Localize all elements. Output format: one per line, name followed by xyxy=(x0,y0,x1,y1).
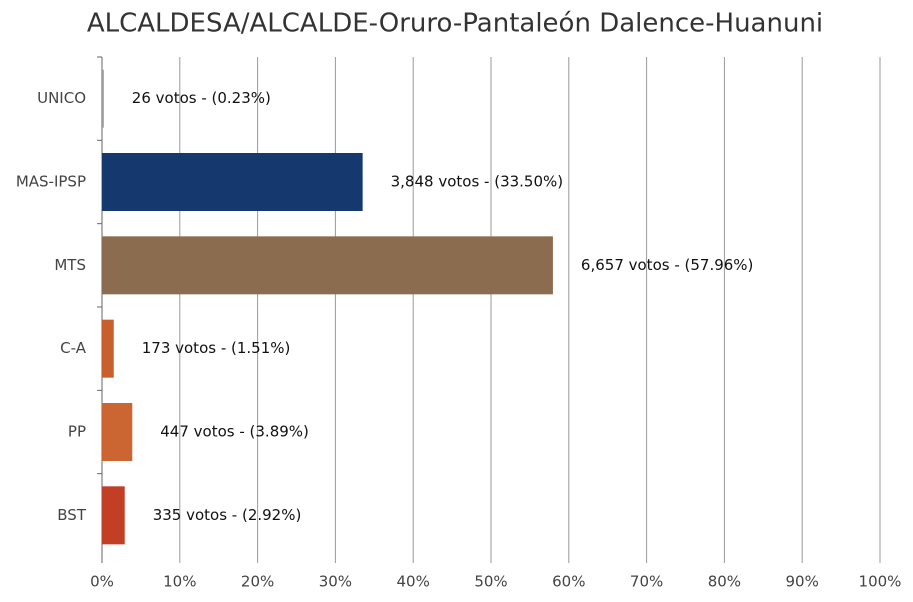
x-tick-label: 40% xyxy=(397,573,430,591)
x-tick-label: 60% xyxy=(552,573,585,591)
value-label: 3,848 votos - (33.50%) xyxy=(391,173,564,191)
value-label: 335 votos - (2.92%) xyxy=(153,506,302,524)
y-tick-label: MTS xyxy=(54,256,86,274)
x-tick-label: 80% xyxy=(708,573,741,591)
bar xyxy=(102,153,363,211)
bar xyxy=(102,486,125,545)
x-tick-label: 50% xyxy=(474,573,507,591)
bar xyxy=(102,319,114,378)
x-tick-label: 30% xyxy=(319,573,352,591)
x-tick-label: 0% xyxy=(90,573,114,591)
x-tick-label: 20% xyxy=(241,573,274,591)
value-label: 173 votos - (1.51%) xyxy=(142,339,291,357)
y-tick-label: C-A xyxy=(60,339,87,357)
x-tick-label: 70% xyxy=(630,573,663,591)
bar xyxy=(102,236,553,295)
y-tick-label: UNICO xyxy=(37,89,86,107)
chart-title: ALCALDESA/ALCALDE-Oruro-Pantaleón Dalenc… xyxy=(87,9,823,39)
value-label: 447 votos - (3.89%) xyxy=(160,423,309,441)
y-tick-label: MAS-IPSP xyxy=(16,173,86,191)
x-tick-label: 100% xyxy=(859,573,902,591)
value-label: 6,657 votos - (57.96%) xyxy=(581,256,754,274)
x-tick-label: 90% xyxy=(786,573,819,591)
x-tick-label: 10% xyxy=(163,573,196,591)
value-label: 26 votos - (0.23%) xyxy=(132,89,271,107)
y-tick-label: PP xyxy=(68,423,86,441)
bar xyxy=(102,69,104,128)
bar xyxy=(102,403,133,461)
y-tick-label: BST xyxy=(57,506,87,524)
